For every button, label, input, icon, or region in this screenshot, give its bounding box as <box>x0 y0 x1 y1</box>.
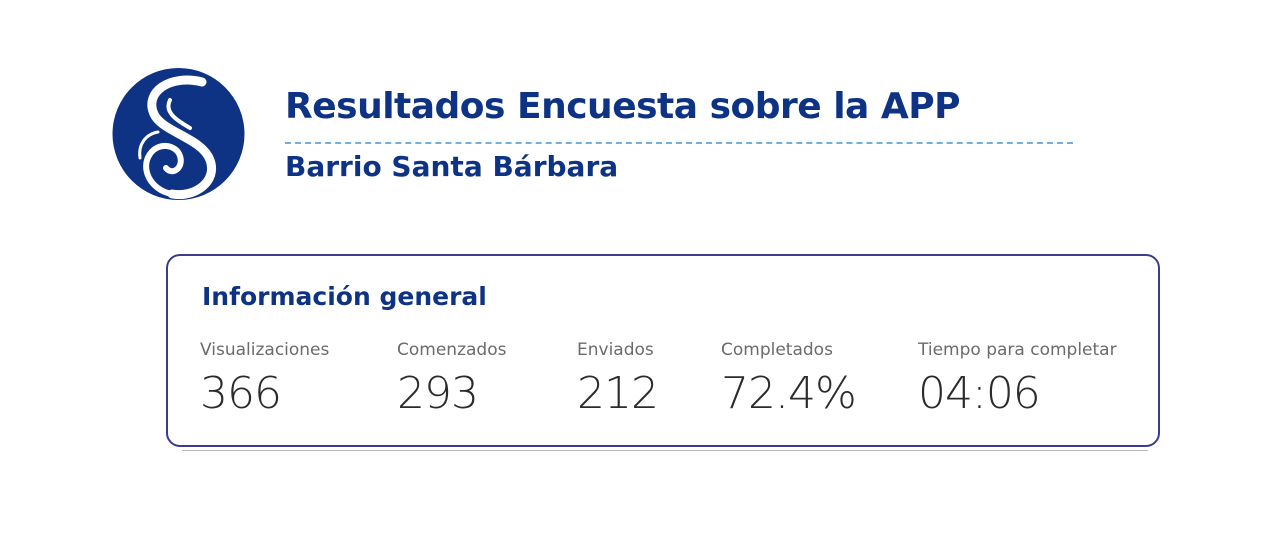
metric-value: 212 <box>577 368 659 419</box>
metric-tiempo-completar: Tiempo para completar 04:06 <box>918 340 1117 419</box>
general-info-card: Información general Visualizaciones 366 … <box>166 254 1160 447</box>
page-subtitle: Barrio Santa Bárbara <box>285 150 619 183</box>
metric-visualizaciones: Visualizaciones 366 <box>200 340 329 419</box>
metric-label: Tiempo para completar <box>918 340 1117 360</box>
metric-enviados: Enviados 212 <box>577 340 659 419</box>
metric-value: 293 <box>397 368 479 419</box>
page-title: Resultados Encuesta sobre la APP <box>285 86 961 127</box>
metric-completados: Completados 72.4% <box>721 340 857 419</box>
metric-value: 04:06 <box>918 368 1041 419</box>
title-divider <box>285 142 1073 144</box>
metric-value: 366 <box>200 368 282 419</box>
metric-comenzados: Comenzados 293 <box>397 340 506 419</box>
metric-label: Completados <box>721 340 833 360</box>
card-bottom-divider <box>182 450 1148 451</box>
card-title: Información general <box>202 282 487 311</box>
metric-value: 72.4% <box>721 368 857 419</box>
metric-label: Comenzados <box>397 340 507 360</box>
metric-label: Enviados <box>577 340 654 360</box>
metric-label: Visualizaciones <box>200 340 330 360</box>
s-swirl-logo-icon <box>110 68 247 200</box>
